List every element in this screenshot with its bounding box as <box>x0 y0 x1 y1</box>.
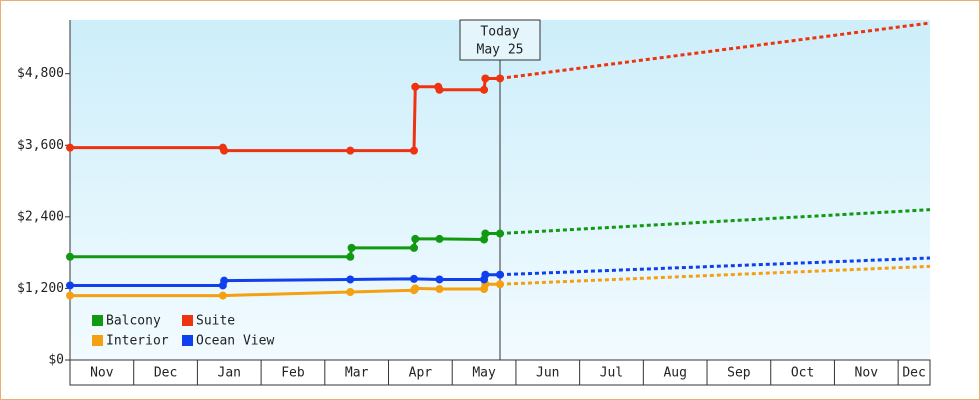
forecast-line <box>499 256 931 277</box>
x-axis-band <box>69 359 931 386</box>
point <box>410 146 418 155</box>
forecast-line <box>499 264 931 286</box>
forecast-line <box>499 208 931 236</box>
x-tick-label: Dec <box>154 366 177 381</box>
point <box>435 234 444 243</box>
point <box>220 146 229 155</box>
point <box>480 235 489 244</box>
x-tick-label: Aug <box>663 366 686 381</box>
point <box>410 274 418 283</box>
forecast-line <box>499 21 931 80</box>
legend-swatch <box>92 315 103 326</box>
point <box>481 74 490 83</box>
x-tick-label: Sep <box>727 366 751 381</box>
x-tick-label: Nov <box>90 366 114 381</box>
legend-swatch <box>182 315 193 326</box>
point <box>220 276 229 285</box>
x-tick-label: Jan <box>218 366 241 381</box>
point <box>435 275 444 284</box>
y-tick-label: $2,400 <box>17 209 64 224</box>
legend-swatch <box>92 335 103 346</box>
point <box>346 146 355 155</box>
y-tick-label: $4,800 <box>17 66 64 81</box>
legend-label: Ocean View <box>196 334 274 349</box>
point <box>435 285 444 294</box>
legend-label: Interior <box>106 334 169 349</box>
point <box>346 275 355 284</box>
point <box>411 234 420 243</box>
today-label: May 25 <box>477 43 524 58</box>
legend-label: Balcony <box>106 314 161 329</box>
x-tick-label: Apr <box>409 366 433 381</box>
point <box>435 85 444 94</box>
y-tick-label: $1,200 <box>17 281 64 296</box>
legend-swatch <box>182 335 193 346</box>
y-tick-label: $3,600 <box>17 138 64 153</box>
point <box>481 229 490 238</box>
x-tick-label: Mar <box>345 366 369 381</box>
x-tick-label: Dec <box>902 366 925 381</box>
point <box>66 143 74 152</box>
x-tick-label: May <box>472 366 496 381</box>
today-label: Today <box>480 25 519 40</box>
point <box>66 291 74 300</box>
point <box>218 291 227 300</box>
point <box>411 82 420 91</box>
point <box>480 85 489 94</box>
y-tick-label: $0 <box>48 353 64 368</box>
point <box>411 284 420 293</box>
point <box>346 288 355 296</box>
x-tick-label: Feb <box>281 366 305 381</box>
x-tick-label: Nov <box>855 366 879 381</box>
x-tick-label: Oct <box>791 366 814 381</box>
point <box>346 252 355 261</box>
x-tick-label: Jul <box>600 366 623 381</box>
point <box>410 243 418 252</box>
point <box>66 281 74 290</box>
point <box>347 243 356 252</box>
legend-label: Suite <box>196 314 235 329</box>
x-tick-label: Jun <box>536 366 559 381</box>
point <box>481 270 490 279</box>
point <box>66 252 74 261</box>
today-box <box>459 19 541 61</box>
